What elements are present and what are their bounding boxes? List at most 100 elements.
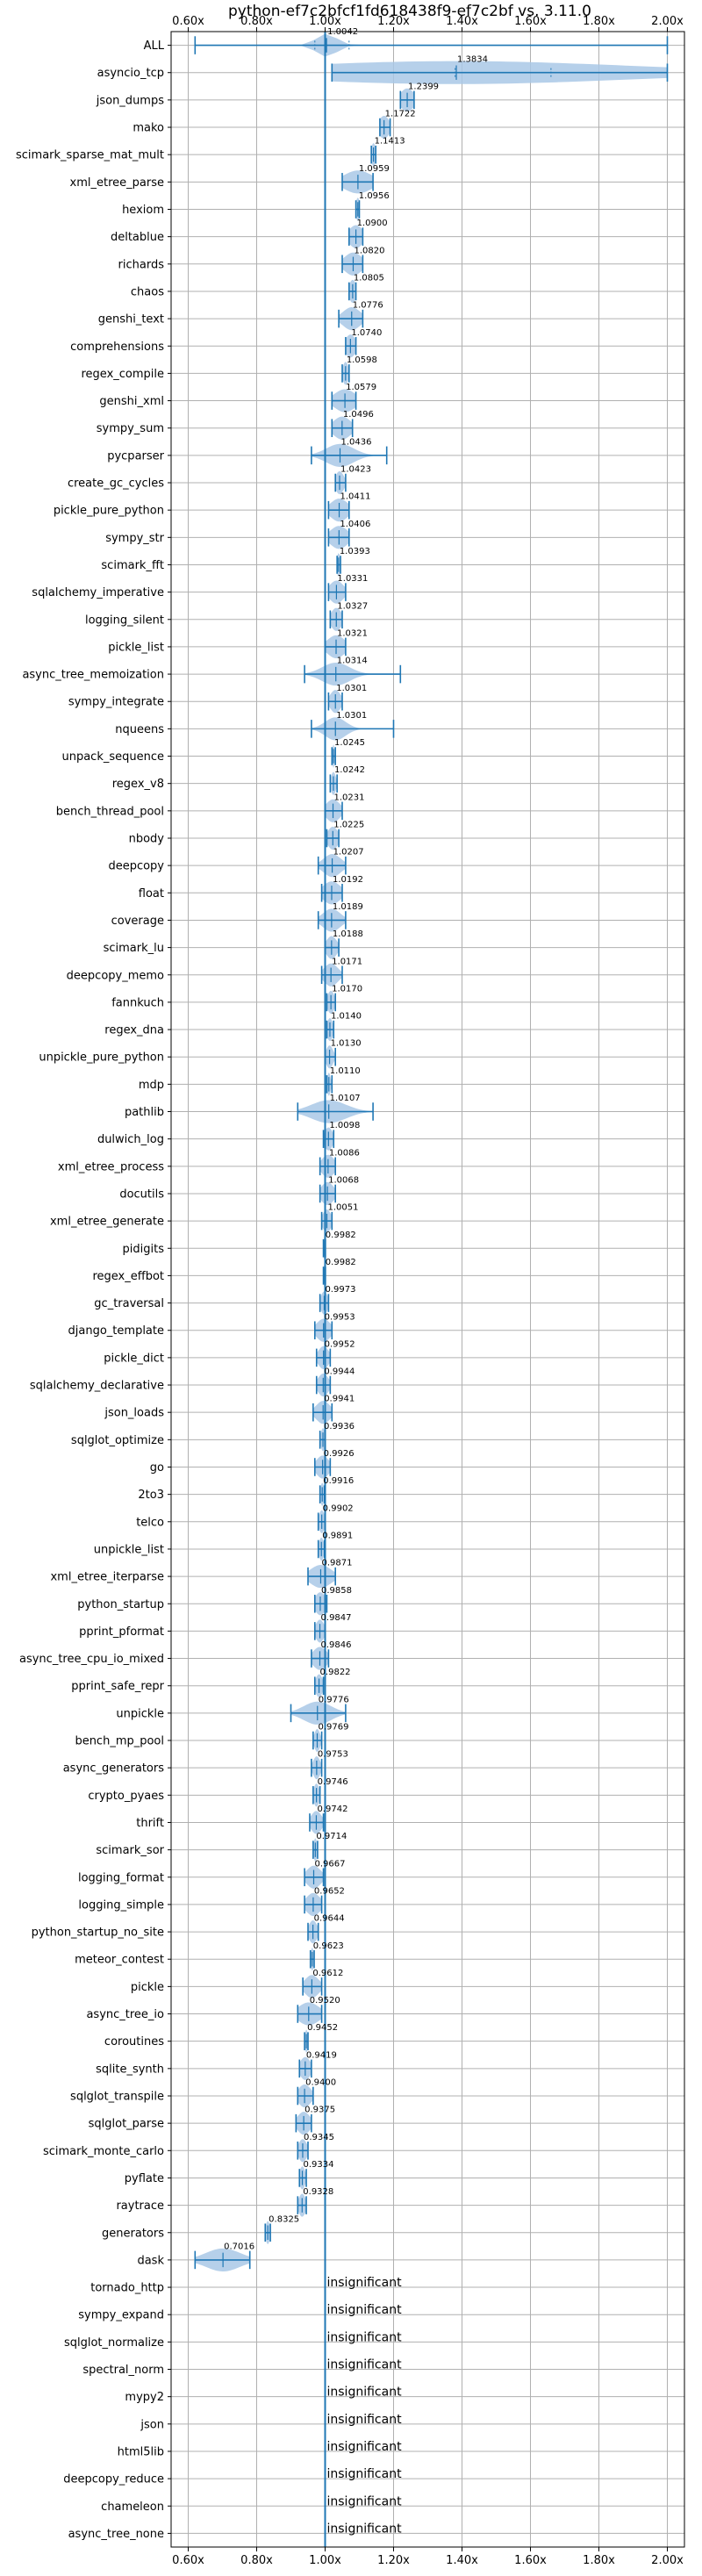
category-label: regex_effbot [92, 1270, 164, 1283]
value-label: 1.0956 [359, 191, 390, 201]
x-tick-label-top: 2.00x [651, 15, 684, 28]
value-label: 1.0107 [330, 1094, 361, 1103]
category-label: async_tree_none [68, 2528, 164, 2541]
category-label: ALL [144, 39, 165, 53]
category-label: sqlglot_parse [89, 2118, 164, 2131]
category-label: async_tree_memoization [22, 669, 164, 682]
category-label: go [150, 1461, 164, 1475]
category-label: pickle_dict [104, 1352, 164, 1365]
value-label: 1.0423 [340, 465, 371, 475]
value-label: 1.0776 [353, 301, 383, 311]
value-label: 1.0189 [333, 902, 363, 912]
value-label: 1.0110 [330, 1066, 361, 1076]
value-label: 0.9769 [318, 1723, 348, 1733]
value-label: 1.0301 [336, 684, 367, 693]
category-label: django_template [68, 1324, 164, 1338]
axes: 0.60x 0.60x 0.80x 0.80x 1.00x 1.00x 1.20x 1.20x… [168, 15, 685, 2567]
value-label: 0.9902 [323, 1503, 354, 1513]
value-label: 1.0959 [359, 164, 390, 174]
value-label: 1.0171 [332, 957, 362, 966]
value-label: 1.0321 [337, 628, 368, 638]
value-label: 0.9973 [325, 1285, 355, 1295]
value-label: 0.9822 [320, 1668, 351, 1677]
insignificant-label: insignificant [327, 2413, 403, 2427]
category-label: sqlalchemy_imperative [32, 586, 164, 599]
x-tick-label-top: 0.80x [240, 15, 273, 28]
insignificant-label: insignificant [327, 2494, 403, 2508]
value-label: 0.9400 [305, 2078, 336, 2088]
value-label: 0.9926 [324, 1449, 355, 1459]
labels: ALL 1.0042 asyncio_tcp 1.3834 json_dumps 1.23… [16, 27, 488, 2541]
value-label: 1.0740 [351, 328, 382, 338]
category-label: scimark_fft [101, 559, 164, 572]
value-label: 1.0051 [327, 1203, 358, 1213]
x-tick-label-bottom: 2.00x [651, 2554, 684, 2567]
category-label: hexiom [122, 204, 164, 217]
value-label: 1.0579 [346, 383, 376, 392]
category-label: sqlalchemy_declarative [30, 1380, 164, 1393]
category-label: logging_simple [78, 1898, 164, 1912]
value-label: 1.0436 [341, 437, 372, 447]
category-label: json [140, 2418, 164, 2431]
x-tick-label-top: 1.20x [377, 15, 410, 28]
value-label: 0.9334 [304, 2160, 334, 2170]
x-tick-label-top: 0.60x [172, 15, 204, 28]
category-label: asyncio_tcp [97, 67, 164, 80]
category-label: mdp [139, 1079, 164, 1092]
category-label: sqlglot_transpile [70, 2090, 164, 2103]
value-label: 0.9776 [319, 1695, 349, 1704]
chart-title: python-ef7c2bfcf1fd618438f9-ef7c2bf vs. … [228, 3, 591, 20]
insignificant-label: insignificant [327, 2303, 403, 2317]
category-label: dulwich_log [97, 1133, 164, 1146]
value-label: 0.9982 [326, 1258, 356, 1267]
category-label: spectral_norm [82, 2364, 164, 2377]
category-label: deepcopy_reduce [63, 2473, 164, 2486]
value-label: 1.0192 [333, 875, 363, 885]
category-label: scimark_monte_carlo [43, 2145, 164, 2158]
category-label: pidigits [123, 1243, 165, 1256]
value-label: 0.9916 [323, 1476, 354, 1486]
x-tick-label-top: 1.40x [446, 15, 478, 28]
value-label: 0.9982 [326, 1231, 356, 1240]
grid-lines [171, 32, 684, 2547]
value-label: 0.9714 [316, 1832, 347, 1841]
x-tick-label-bottom: 1.00x [309, 2554, 341, 2567]
category-label: pprint_pformat [79, 1625, 164, 1639]
category-label: deltablue [111, 231, 164, 244]
category-label: mypy2 [125, 2391, 164, 2404]
category-label: async_tree_io [86, 2008, 164, 2021]
value-label: 0.9847 [321, 1613, 352, 1623]
category-label: pickle [131, 1981, 164, 1994]
category-label: sympy_str [105, 532, 164, 545]
value-label: 0.9846 [320, 1640, 351, 1650]
category-label: html5lib [118, 2445, 164, 2458]
category-label: pickle_list [108, 641, 164, 654]
value-label: 1.0301 [336, 711, 367, 721]
category-label: telco [136, 1516, 164, 1529]
value-label: 1.0225 [333, 821, 364, 830]
category-label: float [139, 887, 164, 901]
category-label: pathlib [125, 1106, 164, 1119]
whiskers [194, 36, 669, 2270]
category-label: create_gc_cycles [68, 477, 164, 491]
category-label: nbody [129, 832, 165, 845]
category-label: unpickle_list [94, 1543, 164, 1556]
x-tick-label-bottom: 0.80x [240, 2554, 273, 2567]
value-label: 1.2399 [408, 82, 439, 91]
category-label: sympy_integrate [68, 696, 164, 709]
category-label: docutils [119, 1188, 164, 1201]
category-label: comprehensions [70, 341, 164, 354]
value-label: 1.1413 [375, 137, 405, 147]
category-label: json_dumps [96, 94, 164, 107]
plot-frame [170, 31, 685, 2548]
value-label: 1.0598 [347, 355, 377, 365]
value-label: 1.0188 [333, 929, 363, 939]
x-tick-label-top: 1.00x [309, 15, 341, 28]
value-label: 0.9944 [324, 1367, 355, 1377]
category-label: pprint_safe_repr [71, 1680, 164, 1693]
value-label: 1.0170 [332, 984, 362, 994]
category-label: dask [137, 2254, 164, 2267]
value-label: 1.0140 [331, 1012, 362, 1022]
